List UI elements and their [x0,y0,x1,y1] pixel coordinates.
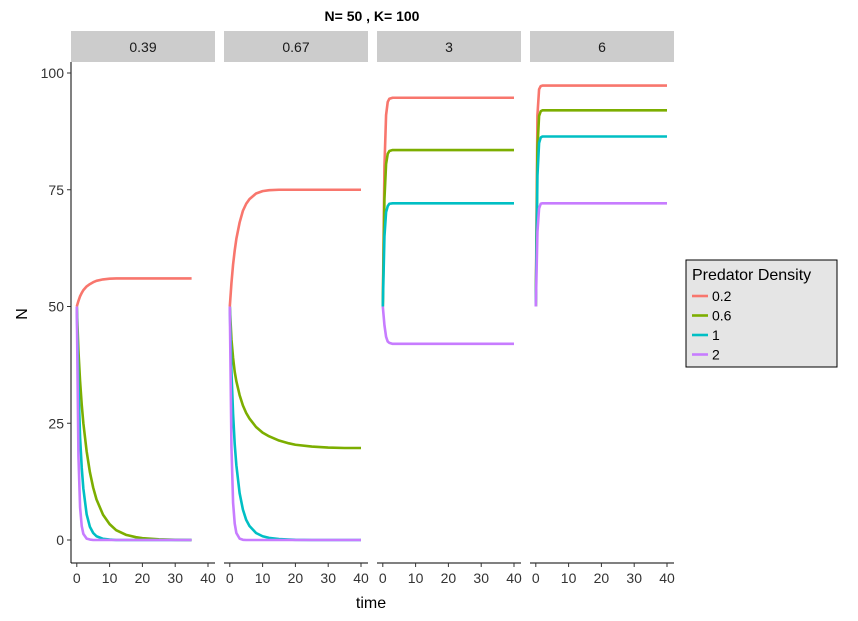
x-tick-label: 20 [288,570,304,586]
x-tick-label: 0 [73,570,81,586]
x-tick-label: 30 [167,570,183,586]
series-line-0-2 [228,188,361,307]
series-line-0-2 [534,84,667,307]
series-line-1 [228,306,361,542]
series-line-0-2 [75,277,192,307]
facet-strip-label: 0.67 [282,39,309,55]
x-tick-label: 40 [200,570,216,586]
facet-panel-1: 0.39 0 10 20 30 40 [71,31,216,586]
x-tick-label: 40 [659,570,675,586]
x-tick-label: 20 [594,570,610,586]
x-tick-label: 20 [441,570,457,586]
x-tick-label: 20 [135,570,151,586]
series-line-0-6 [75,306,192,542]
facet-panel-2: 0.67 0 10 20 30 40 [224,31,369,586]
series-line-2 [75,306,192,542]
x-tick-label: 40 [506,570,522,586]
y-tick-label: 50 [48,299,64,315]
y-tick-label: 100 [41,65,65,81]
series-line-1 [381,201,514,307]
x-tick-label: 0 [226,570,234,586]
legend-label: 2 [712,347,720,363]
y-axis: 0 25 50 75 100 [41,62,72,563]
x-tick-label: 10 [408,570,424,586]
series-line-0-6 [228,306,361,450]
x-tick-label: 0 [532,570,540,586]
x-tick-label: 30 [626,570,642,586]
facet-strip-label: 6 [598,39,606,55]
facet-strip [530,31,674,62]
series-line-2 [534,201,667,307]
series-line-0-6 [381,148,514,307]
y-tick-label: 0 [56,532,64,548]
legend-label: 1 [712,327,720,343]
legend-background [685,259,838,368]
series-line-2 [228,306,361,542]
x-tick-label: 10 [102,570,118,586]
facet-strip [71,31,215,62]
x-tick-label: 10 [255,570,271,586]
x-tick-label: 0 [379,570,387,586]
legend-title: Predator Density [692,267,811,284]
legend-entries: 0.2 0.6 1 2 [692,288,732,363]
chart-title: N= 50 , K= 100 [325,8,420,24]
y-tick-label: 25 [48,415,64,431]
x-tick-label: 10 [561,570,577,586]
legend: Predator Density 0.2 0.6 1 2 [685,259,838,368]
x-tick-label: 30 [320,570,336,586]
y-tick-label: 75 [48,182,64,198]
series-line-1 [534,135,667,307]
facet-strip-label: 0.39 [129,39,156,55]
series-line-0-2 [381,96,514,307]
facet-strip [224,31,368,62]
x-axis-title: time [356,595,386,612]
facet-strip [377,31,521,62]
x-tick-label: 30 [473,570,489,586]
facet-strip-label: 3 [445,39,453,55]
series-line-2 [381,306,514,346]
x-tick-label: 40 [353,570,369,586]
y-axis-title: N [14,308,31,320]
legend-label: 0.6 [712,308,732,324]
legend-label: 0.2 [712,288,732,304]
series-line-0-6 [534,109,667,307]
facet-panel-3: 30 10 20 30 40 [377,31,522,586]
series-line-1 [75,306,192,542]
facet-panel-4: 6 0 10 20 30 40 [530,31,675,586]
